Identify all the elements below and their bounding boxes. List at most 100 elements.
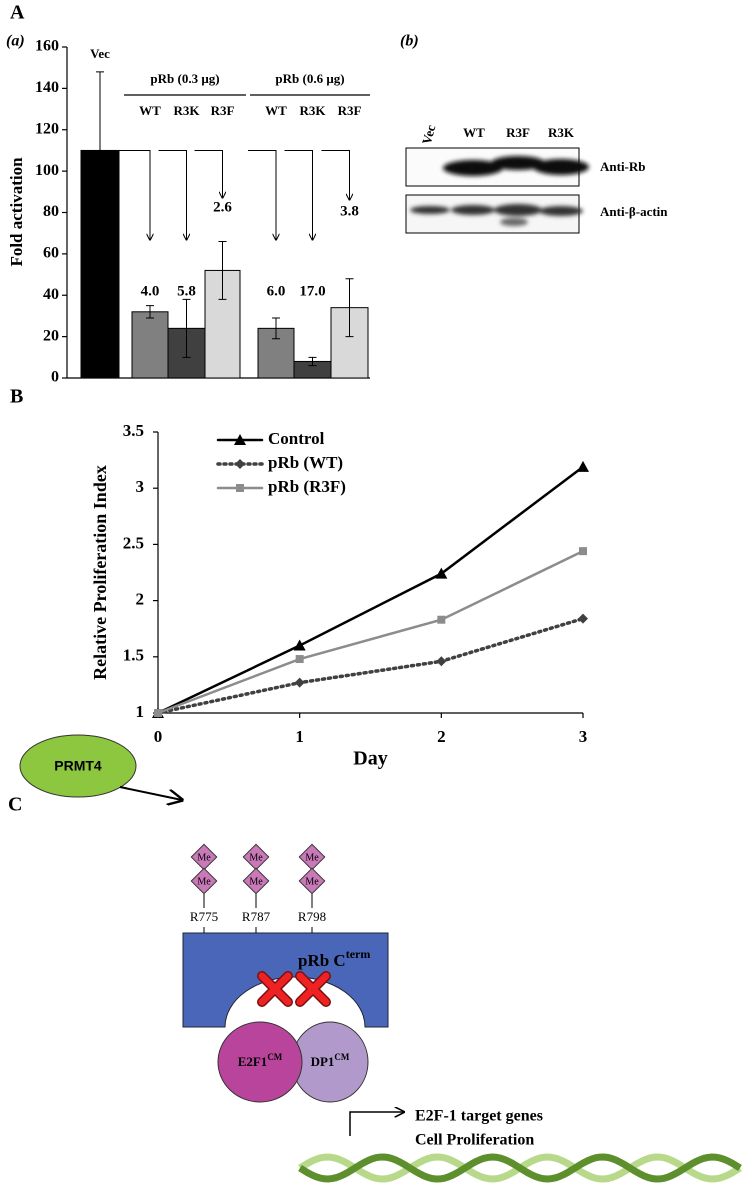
arrow (119, 149, 150, 240)
outcome-label: Cell Proliferation (415, 1132, 534, 1149)
error-bar (96, 71, 104, 230)
line (156, 465, 585, 715)
bands (410, 156, 589, 226)
y-tick-label: 80 (43, 203, 59, 220)
y-tick-label: 100 (35, 162, 59, 179)
x-tick-label: 0 (154, 727, 163, 746)
marker (236, 484, 244, 492)
arrow (321, 149, 350, 200)
marker (436, 656, 447, 667)
bar (131, 311, 169, 379)
line (156, 549, 585, 715)
error-bar (218, 240, 227, 300)
methyl-label: Me (249, 876, 263, 887)
x-tick-label: 1 (295, 727, 304, 746)
methyl-sites: Me Me R775 Me Me R787 Me Me R798 (190, 843, 326, 933)
site-label: R775 (190, 909, 218, 924)
lane-label: R3K (548, 125, 575, 140)
methyl-label: Me (197, 876, 211, 887)
y-tick-label: 40 (43, 286, 59, 303)
methyl-group (298, 843, 326, 871)
y-tick-label: 1 (136, 702, 145, 721)
lane-label: R3F (506, 125, 530, 140)
arrow (248, 149, 276, 240)
y-tick-label: 2 (136, 590, 145, 609)
error-bar (272, 317, 280, 340)
block-marks (257, 971, 331, 1007)
error-bar (308, 356, 317, 367)
annotation: 6.0 (267, 283, 286, 299)
marker (295, 655, 304, 664)
legend-label: pRb (R3F) (268, 477, 346, 496)
dna-helix (298, 1153, 742, 1183)
error-bar (345, 278, 354, 338)
y-tick-label: 2.5 (123, 533, 144, 552)
group-label: pRb (0.3 μg) (150, 71, 219, 86)
x-axis-label: Day (353, 748, 387, 770)
line (156, 616, 585, 715)
y-tick-label: 60 (43, 245, 59, 262)
methyl-label: Me (305, 852, 319, 863)
y-tick-label: 20 (43, 327, 59, 344)
panel-label: C (8, 794, 22, 816)
methyl-group (242, 843, 270, 871)
methyl-label: Me (197, 852, 211, 863)
marker (578, 613, 588, 624)
x-category-label: Vec (90, 46, 110, 61)
strand (298, 1153, 742, 1183)
diagram: PRMT4 pRb Cterm E2F1CM DP1CM E2F-1 targe… (19, 734, 742, 1183)
site-label: R787 (242, 909, 271, 924)
row-label: Anti-Rb (600, 159, 646, 174)
x-category-label: R3F (338, 103, 362, 118)
methyl-group (190, 867, 218, 895)
annotation: 4.0 (141, 283, 160, 299)
western-blot: (b) Vec WT R3F R3K Anti-Rb Anti-β-actin (400, 33, 668, 234)
enzyme-label: PRMT4 (54, 758, 102, 774)
lane-label: WT (463, 125, 485, 140)
y-tick-label: 1.5 (123, 646, 144, 665)
x-tick-label: 3 (579, 727, 588, 746)
row-label: Anti-β-actin (600, 204, 668, 219)
protein-label: pRb Cterm (298, 947, 370, 970)
methyl-label: Me (249, 852, 263, 863)
marker (293, 639, 306, 651)
y-tick-label: 120 (35, 120, 59, 137)
y-tick-label: 140 (35, 79, 59, 96)
partner-label: DP1CM (311, 1052, 350, 1069)
outcome-label: E2F-1 target genes (415, 1108, 543, 1125)
marker (294, 677, 305, 688)
enzyme-node (19, 734, 137, 798)
marker (437, 615, 446, 624)
error-bar (146, 305, 154, 319)
marker (154, 709, 162, 717)
legend-label: pRb (WT) (268, 453, 343, 472)
marker (577, 460, 589, 472)
site-label: R798 (298, 909, 326, 924)
annotation: 17.0 (299, 283, 325, 299)
subpanel-label: (b) (400, 33, 419, 50)
annotation: 3.8 (340, 203, 359, 219)
y-tick-label: 3 (136, 477, 145, 496)
legend-label: Control (268, 429, 325, 448)
x-category-label: R3K (174, 103, 201, 118)
group-label: pRb (0.6 μg) (275, 71, 344, 86)
y-axis-label: Relative Proliferation Index (90, 465, 110, 680)
methyl-label: Me (305, 876, 319, 887)
methyl-group (190, 843, 218, 871)
marker (234, 434, 246, 445)
methyl-group (242, 867, 270, 895)
y-tick-label: 0 (51, 369, 59, 386)
lane-label: Vec (419, 123, 439, 146)
x-category-label: WT (139, 103, 161, 118)
y-tick-label: 160 (35, 38, 59, 55)
annotation: 5.8 (177, 283, 196, 299)
arrow (119, 786, 182, 800)
x-category-label: R3K (300, 103, 327, 118)
x-category-label: R3F (211, 103, 235, 118)
arrow (284, 149, 313, 240)
arrow (349, 1112, 404, 1136)
x-tick-label: 2 (437, 727, 446, 746)
marker (579, 547, 587, 556)
methyl-group (298, 867, 326, 895)
